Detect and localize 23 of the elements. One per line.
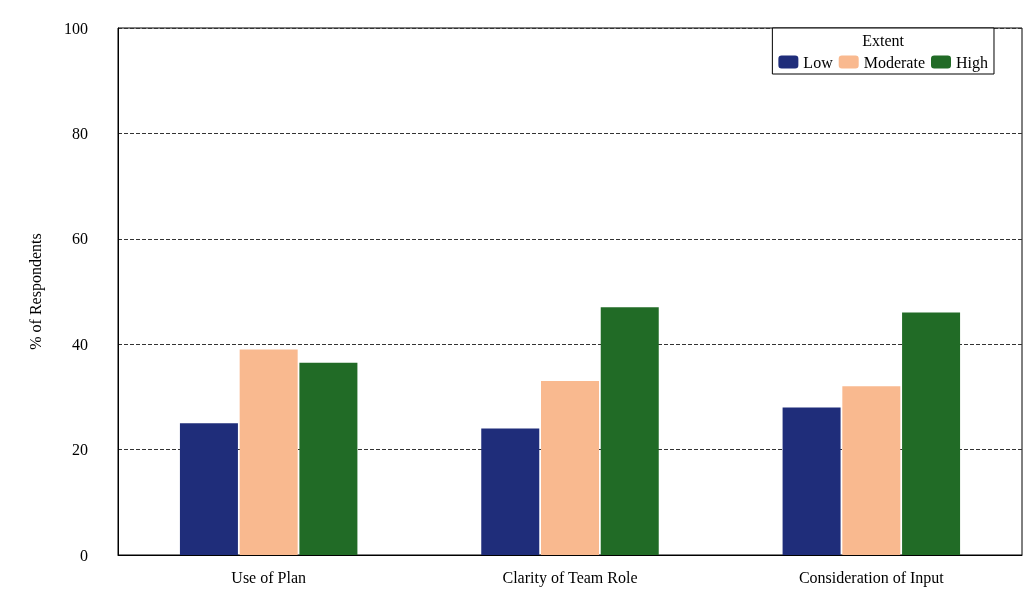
bar — [299, 362, 358, 555]
y-tick-label: 80 — [72, 124, 88, 142]
y-tick-label: 60 — [72, 230, 88, 248]
y-tick-label: 40 — [72, 335, 88, 353]
legend-title: Extent — [862, 31, 905, 49]
y-axis-title: % of Respondents — [26, 233, 45, 350]
y-tick-label: 100 — [64, 19, 88, 37]
legend-label: Low — [803, 53, 834, 71]
bar — [902, 312, 961, 555]
x-tick-label: Use of Plan — [231, 568, 306, 586]
legend-label: Moderate — [863, 53, 926, 71]
bar — [600, 307, 659, 555]
bar — [842, 386, 901, 555]
x-tick-label: Clarity of Team Role — [502, 568, 638, 587]
bar — [782, 407, 841, 555]
y-tick-label: 0 — [80, 546, 88, 564]
legend-label: High — [956, 53, 988, 72]
y-tick-label: 20 — [72, 441, 88, 459]
bar — [239, 349, 298, 555]
bar — [179, 423, 238, 555]
bar — [481, 428, 540, 555]
x-tick-label: Consideration of Input — [798, 568, 945, 587]
bar — [541, 381, 599, 555]
